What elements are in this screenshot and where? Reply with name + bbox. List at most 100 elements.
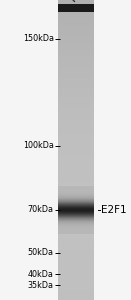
Bar (58, 224, 94, 227)
Bar (58, 192, 94, 195)
Bar (58, 134, 94, 137)
Bar (58, 69, 94, 73)
Bar (58, 2, 94, 5)
Bar (58, 110, 94, 112)
Bar (58, 234, 94, 238)
Text: 70kDa: 70kDa (28, 206, 54, 214)
Bar (58, 42, 94, 45)
Bar (58, 44, 94, 47)
Bar (58, 230, 94, 232)
Bar (58, 152, 94, 155)
Bar (58, 77, 94, 80)
Bar (58, 117, 94, 120)
Bar (58, 159, 94, 163)
Bar (58, 249, 94, 253)
Bar (58, 294, 94, 298)
Bar (58, 137, 94, 140)
Bar (58, 247, 94, 250)
Bar (58, 227, 94, 230)
Bar (58, 182, 94, 185)
Bar (58, 189, 94, 193)
Bar (58, 89, 94, 92)
Text: 40kDa: 40kDa (28, 270, 54, 279)
Bar (58, 244, 94, 247)
Bar (58, 12, 94, 15)
Bar (58, 187, 94, 190)
Bar (58, 177, 94, 180)
Bar (58, 242, 94, 245)
Bar (58, 4, 94, 8)
Bar (58, 154, 94, 158)
Bar (58, 167, 94, 170)
Bar (58, 99, 94, 103)
Bar (58, 97, 94, 100)
Bar (58, 17, 94, 20)
Bar (58, 272, 94, 275)
Bar (58, 67, 94, 70)
Bar (58, 102, 94, 105)
Text: 100kDa: 100kDa (23, 141, 54, 150)
Bar (58, 209, 94, 212)
Bar (58, 194, 94, 197)
Bar (58, 24, 94, 28)
Bar (58, 84, 94, 88)
Bar (58, 32, 94, 35)
Text: Rat spleen: Rat spleen (70, 0, 110, 4)
Bar (58, 219, 94, 223)
Bar (58, 184, 94, 188)
Bar (58, 202, 94, 205)
Bar (58, 164, 94, 167)
Bar (58, 274, 94, 278)
Bar (58, 37, 94, 40)
Bar (58, 80, 94, 82)
Bar (58, 292, 94, 295)
Bar (58, 62, 94, 65)
Bar (58, 50, 94, 52)
Bar (58, 132, 94, 135)
Bar (58, 94, 94, 98)
Bar (58, 204, 94, 208)
Bar (58, 162, 94, 165)
Bar (58, 197, 94, 200)
Bar (58, 54, 94, 58)
Bar (58, 287, 94, 290)
Bar (58, 257, 94, 260)
Bar (58, 27, 94, 30)
Bar (58, 127, 94, 130)
Bar (58, 172, 94, 175)
Bar (58, 214, 94, 218)
Bar (58, 290, 94, 292)
Bar (58, 157, 94, 160)
Bar (58, 29, 94, 32)
Bar (58, 74, 94, 77)
Text: 35kDa: 35kDa (28, 280, 54, 290)
Bar (58, 232, 94, 235)
Bar (58, 260, 94, 262)
Bar (58, 212, 94, 215)
Bar (58, 124, 94, 128)
Bar (58, 107, 94, 110)
Bar (58, 140, 94, 142)
Bar (58, 7, 94, 10)
Bar (58, 277, 94, 280)
Bar (58, 254, 94, 257)
Bar (58, 52, 94, 55)
Bar (58, 269, 94, 272)
Bar (58, 72, 94, 75)
Bar (58, 279, 94, 283)
Bar (58, 207, 94, 210)
Bar (58, 82, 94, 85)
Bar (58, 297, 94, 300)
Bar (58, 237, 94, 240)
Bar (58, 47, 94, 50)
Bar (58, 64, 94, 68)
Bar (58, 222, 94, 225)
Bar (58, 282, 94, 285)
Bar (58, 14, 94, 17)
Bar (58, 179, 94, 182)
Bar (58, 267, 94, 270)
Bar (58, 217, 94, 220)
Bar (58, 104, 94, 107)
Bar (58, 264, 94, 268)
Bar (58, 142, 94, 145)
